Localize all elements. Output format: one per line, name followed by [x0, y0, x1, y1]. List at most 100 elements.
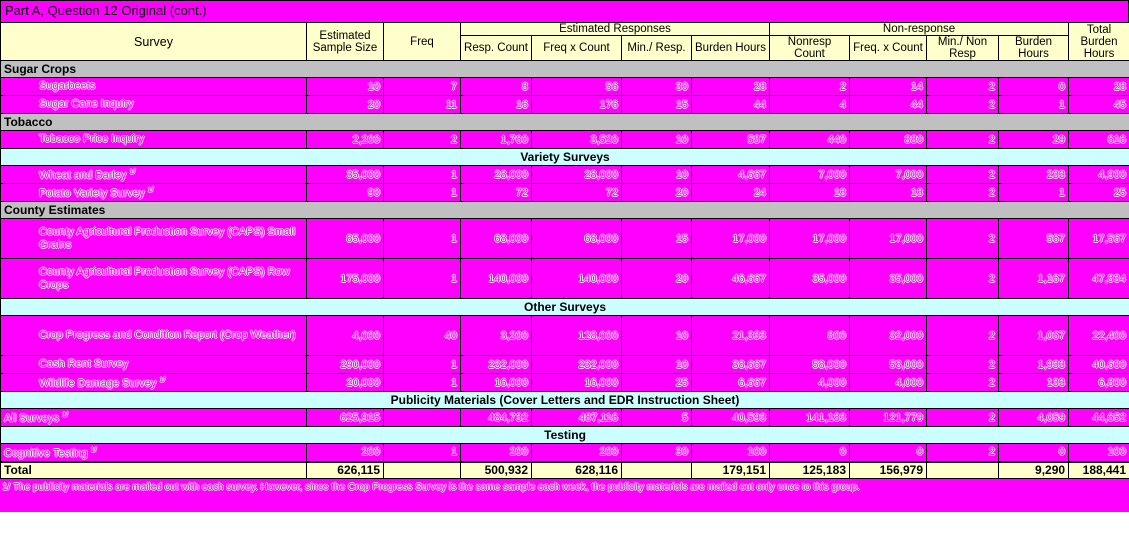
cell-total-burden[interactable]: 44,652 — [1068, 408, 1129, 427]
cell-sample[interactable]: 625,915 — [306, 408, 384, 427]
cell-min-nonresp[interactable]: 2 — [926, 315, 999, 356]
cell-sample[interactable]: 626,115 — [306, 460, 384, 480]
cell-freq[interactable] — [383, 460, 461, 480]
cell-nr-freq-x-count[interactable]: 121,779 — [849, 408, 927, 427]
cell-survey-name[interactable]: Sugarbeets — [0, 77, 307, 96]
cell-total-burden[interactable]: 25 — [1068, 183, 1129, 202]
cell-resp-count[interactable]: 68,000 — [460, 218, 532, 259]
cell-freq[interactable]: 7 — [383, 77, 461, 96]
cell-min-nonresp[interactable]: 2 — [926, 183, 999, 202]
cell-resp-count[interactable]: 8 — [460, 77, 532, 96]
cell-survey-name[interactable]: Wheat and Barley 1/ — [0, 165, 307, 184]
cell-min-resp[interactable]: 10 — [621, 355, 692, 374]
cell-sample[interactable]: 2,200 — [306, 130, 384, 149]
cell-nr-freq-x-count[interactable]: 14 — [849, 77, 927, 96]
cell-freq-x-count[interactable]: 200 — [531, 442, 622, 463]
cell-nr-burden[interactable]: 1,067 — [997, 315, 1070, 356]
cell-freq-x-count[interactable]: 176 — [531, 95, 622, 114]
cell-survey-name[interactable]: Crop Progress and Condition Report (Crop… — [0, 315, 307, 356]
cell-total-burden[interactable]: 4,900 — [1068, 165, 1129, 184]
cell-nonresp-count[interactable]: 4,000 — [769, 373, 850, 392]
cell-total-burden[interactable]: 47,834 — [1068, 258, 1129, 299]
table-row[interactable]: Tobacco Price Inquiry 2,200 2 1,760 3,520 10 5… — [0, 130, 1129, 149]
cell-freq-x-count[interactable]: 628,116 — [531, 460, 622, 480]
cell-min-resp[interactable]: 30 — [621, 442, 692, 463]
cell-min-resp[interactable]: 5 — [621, 408, 692, 427]
cell-min-resp[interactable]: 15 — [621, 95, 692, 114]
cell-nr-freq-x-count[interactable]: 32,000 — [849, 315, 927, 356]
cell-burden[interactable]: 38,667 — [691, 355, 770, 374]
cell-nr-freq-x-count[interactable]: 44 — [849, 95, 927, 114]
cell-resp-count[interactable]: 1,760 — [460, 130, 532, 149]
cell-nonresp-count[interactable]: 0 — [769, 442, 850, 463]
cell-survey-name[interactable]: Total — [0, 460, 307, 480]
cell-min-resp[interactable] — [621, 460, 692, 480]
cell-freq[interactable]: 1 — [383, 165, 461, 184]
cell-nonresp-count[interactable]: 125,183 — [769, 460, 850, 480]
cell-nonresp-count[interactable]: 58,000 — [769, 355, 850, 374]
cell-nonresp-count[interactable]: 141,183 — [769, 408, 850, 427]
cell-freq-x-count[interactable]: 487,116 — [531, 408, 622, 427]
table-row[interactable]: Wildlife Damage Survey 1/20,000 1 16,000 16… — [0, 373, 1129, 392]
cell-nr-burden[interactable]: 1,933 — [997, 355, 1070, 374]
cell-burden[interactable]: 4,667 — [691, 165, 770, 184]
cell-freq-x-count[interactable]: 3,520 — [531, 130, 622, 149]
cell-sample[interactable]: 35,000 — [306, 165, 384, 184]
table-row[interactable]: Cash Rent Survey 290,000 1 232,000 232,000 10… — [0, 355, 1129, 374]
cell-nr-burden[interactable]: 233 — [997, 165, 1070, 184]
cell-survey-name[interactable]: Tobacco Price Inquiry — [0, 130, 307, 149]
cell-min-nonresp[interactable]: 2 — [926, 165, 999, 184]
cell-burden[interactable]: 40,593 — [691, 408, 770, 427]
cell-nr-freq-x-count[interactable]: 7,000 — [849, 165, 927, 184]
cell-burden[interactable]: 6,667 — [691, 373, 770, 392]
cell-nonresp-count[interactable]: 2 — [769, 77, 850, 96]
cell-resp-count[interactable]: 484,732 — [460, 408, 532, 427]
cell-nr-burden[interactable]: 133 — [997, 373, 1070, 392]
cell-nr-burden[interactable]: 29 — [997, 130, 1070, 149]
cell-freq[interactable]: 1 — [383, 442, 461, 463]
cell-burden[interactable]: 46,667 — [691, 258, 770, 299]
cell-nonresp-count[interactable]: 18 — [769, 183, 850, 202]
cell-burden[interactable]: 17,000 — [691, 218, 770, 259]
cell-freq[interactable] — [383, 408, 461, 427]
cell-freq[interactable]: 1 — [383, 183, 461, 202]
cell-burden[interactable]: 44 — [691, 95, 770, 114]
cell-freq[interactable]: 1 — [383, 218, 461, 259]
table-row[interactable]: Crop Progress and Condition Report (Crop… — [0, 315, 1129, 356]
table-row[interactable]: County Agricultural Production Survey (C… — [0, 218, 1129, 259]
cell-sample[interactable]: 175,000 — [306, 258, 384, 299]
cell-nr-freq-x-count[interactable]: 35,000 — [849, 258, 927, 299]
cell-burden[interactable]: 28 — [691, 77, 770, 96]
table-row[interactable]: All Surveys 1/625,915 484,732 487,116 5 40,5… — [0, 408, 1129, 427]
cell-freq[interactable]: 11 — [383, 95, 461, 114]
cell-total-burden[interactable]: 100 — [1068, 442, 1129, 463]
table-row[interactable]: County Agricultural Production Survey (C… — [0, 258, 1129, 299]
cell-sample[interactable]: 90 — [306, 183, 384, 202]
cell-freq-x-count[interactable]: 56 — [531, 77, 622, 96]
cell-freq-x-count[interactable]: 128,000 — [531, 315, 622, 356]
cell-nr-freq-x-count[interactable]: 58,000 — [849, 355, 927, 374]
cell-min-nonresp[interactable]: 2 — [926, 95, 999, 114]
cell-freq[interactable]: 1 — [383, 373, 461, 392]
cell-survey-name[interactable]: County Agricultural Production Survey (C… — [0, 218, 307, 259]
cell-resp-count[interactable]: 140,000 — [460, 258, 532, 299]
cell-min-nonresp[interactable]: 2 — [926, 218, 999, 259]
cell-burden[interactable]: 24 — [691, 183, 770, 202]
cell-min-resp[interactable]: 20 — [621, 258, 692, 299]
cell-nr-freq-x-count[interactable]: 156,979 — [849, 460, 927, 480]
cell-freq-x-count[interactable]: 140,000 — [531, 258, 622, 299]
cell-nr-freq-x-count[interactable]: 4,000 — [849, 373, 927, 392]
cell-survey-name[interactable]: Sugar Cane Inquiry — [0, 95, 307, 114]
total-row[interactable]: Total 626,115 500,932 628,116 179,151 125,183… — [0, 460, 1129, 480]
cell-survey-name[interactable]: Cognitive Testing 1/ — [0, 442, 307, 463]
cell-total-burden[interactable]: 17,567 — [1068, 218, 1129, 259]
cell-freq[interactable]: 40 — [383, 315, 461, 356]
cell-sample[interactable]: 10 — [306, 77, 384, 96]
cell-nonresp-count[interactable]: 17,000 — [769, 218, 850, 259]
cell-nr-burden[interactable]: 4,059 — [997, 408, 1070, 427]
table-row[interactable]: Potato Variety Survey 1/90 1 72 72 20 24 18 18 2… — [0, 183, 1129, 202]
cell-min-resp[interactable]: 10 — [621, 165, 692, 184]
cell-nr-freq-x-count[interactable]: 880 — [849, 130, 927, 149]
cell-sample[interactable]: 290,000 — [306, 355, 384, 374]
cell-survey-name[interactable]: Wildlife Damage Survey 1/ — [0, 373, 307, 392]
